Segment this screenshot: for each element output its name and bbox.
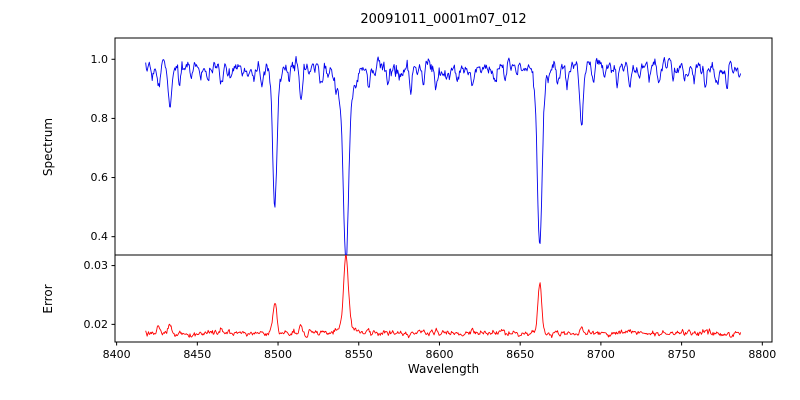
y-tick-label: 0.02 — [84, 318, 109, 331]
y-tick-label: 0.8 — [91, 112, 109, 125]
x-tick-label: 8550 — [345, 348, 373, 361]
x-tick-label: 8500 — [264, 348, 292, 361]
y-tick-label: 0.4 — [91, 230, 109, 243]
error-panel-border — [114, 254, 773, 343]
spectrum-line — [145, 55, 742, 255]
y-tick-label: 0.03 — [84, 259, 109, 272]
chart-title: 20091011_0001m07_012 — [360, 12, 527, 27]
error-line — [145, 255, 742, 339]
y-tick-label: 0.6 — [91, 171, 109, 184]
x-tick-label: 8800 — [748, 348, 776, 361]
x-tick-label: 8650 — [506, 348, 534, 361]
x-tick-label: 8700 — [587, 348, 615, 361]
spectrum-panel-border — [114, 37, 773, 256]
x-tick-label: 8400 — [103, 348, 131, 361]
y-tick-label: 1.0 — [91, 53, 109, 66]
x-tick-label: 8750 — [668, 348, 696, 361]
x-tick-label: 8600 — [425, 348, 453, 361]
x-axis-label: Wavelength — [407, 362, 480, 376]
x-tick-label: 8450 — [183, 348, 211, 361]
